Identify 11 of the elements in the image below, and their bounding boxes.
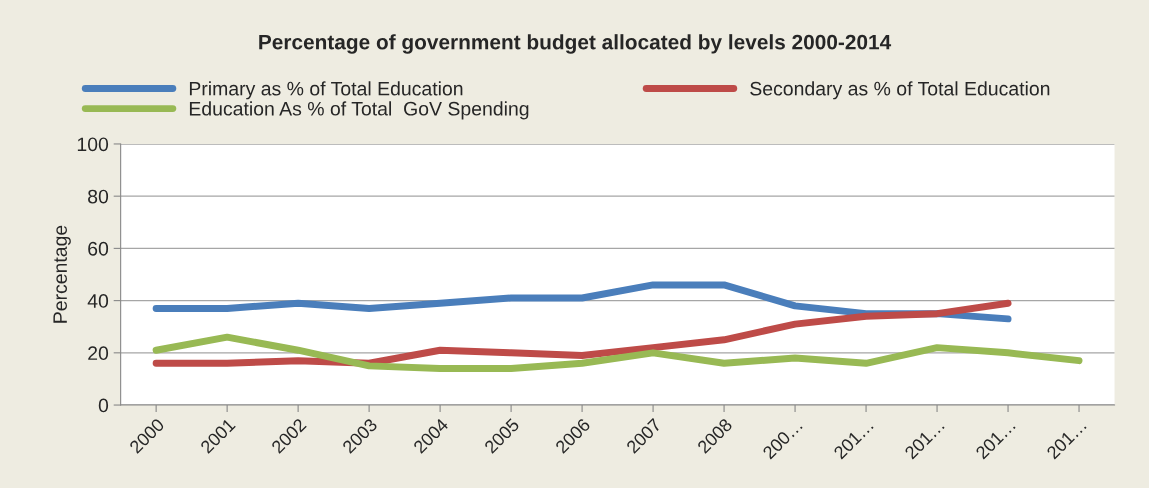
y-tick-label: 20 xyxy=(88,346,109,361)
y-tick-label: 60 xyxy=(88,241,109,256)
legend-label: Secondary as % of Total Education xyxy=(750,81,1050,100)
y-tick-label: 40 xyxy=(87,294,109,308)
legend-label: Primary as % of Total Education xyxy=(189,81,463,100)
y-tick-label: 80 xyxy=(88,189,109,204)
y-tick-label: 0 xyxy=(98,398,109,413)
chart-title: Percentage of government budget allocated by levels 2000-2014 xyxy=(259,34,892,54)
y-axis-title: Percentage xyxy=(53,225,71,323)
legend-label: Education As % of Total GoV Spending xyxy=(189,101,529,120)
y-tick-label: 100 xyxy=(77,137,109,152)
